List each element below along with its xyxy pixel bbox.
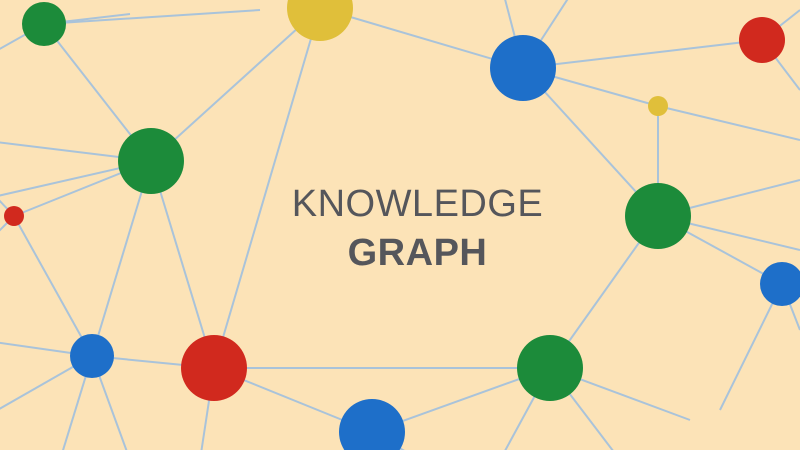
diagram-title: KNOWLEDGE GRAPH [250, 178, 585, 276]
graph-edge [13, 215, 93, 357]
graph-node-red [181, 335, 247, 401]
graph-edge [213, 7, 321, 369]
graph-node-green [118, 128, 184, 194]
graph-edge [719, 283, 783, 411]
graph-node-blue [490, 35, 556, 101]
graph-edge [43, 9, 261, 25]
graph-node-blue [760, 262, 800, 306]
graph-node-blue [339, 399, 405, 450]
graph-edge [319, 7, 524, 69]
graph-node-red [739, 17, 785, 63]
title-line-graph: GRAPH [347, 232, 488, 274]
graph-edge [91, 160, 152, 357]
graph-edge [150, 160, 215, 369]
title-line-knowledge: KNOWLEDGE [291, 183, 544, 225]
graph-edge [522, 39, 763, 69]
graph-edge [522, 67, 659, 217]
graph-node-yellow [648, 96, 668, 116]
graph-node-green [22, 2, 66, 46]
graph-edge [150, 7, 321, 162]
graph-edge [657, 105, 800, 141]
graph-node-green [517, 335, 583, 401]
graph-node-green [625, 183, 691, 249]
graph-node-red [4, 206, 24, 226]
graph-nodes [4, 0, 800, 450]
graph-node-blue [70, 334, 114, 378]
graph-node-yellow [287, 0, 353, 41]
